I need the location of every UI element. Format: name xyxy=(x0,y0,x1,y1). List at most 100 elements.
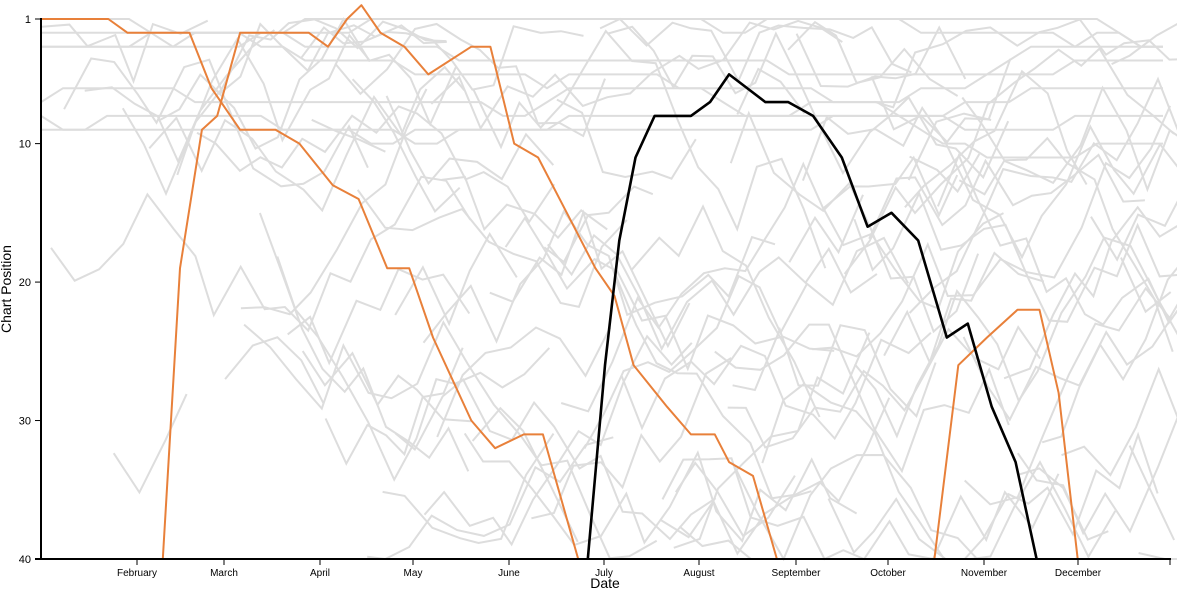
background-series-line xyxy=(531,357,732,520)
background-series-line xyxy=(727,325,1041,449)
background-series-line xyxy=(41,31,1163,159)
background-series-line xyxy=(1003,205,1177,380)
background-series-line xyxy=(788,194,864,263)
background-series-line xyxy=(351,78,461,214)
background-series-line xyxy=(463,432,858,547)
background-series-line xyxy=(560,155,959,413)
x-tick-label: February xyxy=(117,568,157,579)
background-series-line xyxy=(436,326,612,438)
background-series-line xyxy=(1041,266,1177,444)
x-tick-label: October xyxy=(870,568,906,579)
background-series-line xyxy=(854,236,1177,439)
background-series-line xyxy=(196,105,556,224)
highlighted-series-orange xyxy=(41,18,213,89)
background-series-line xyxy=(607,25,1010,180)
background-series-line xyxy=(556,98,697,180)
background-series-line xyxy=(158,22,447,122)
highlighted-series-group xyxy=(41,4,1079,560)
background-series-line xyxy=(868,153,1145,240)
highlighted-series-orange xyxy=(161,4,778,560)
background-series-line xyxy=(543,185,654,264)
background-series-line xyxy=(40,87,1163,131)
background-series-line xyxy=(382,433,555,545)
background-series-group xyxy=(40,17,1177,562)
background-series-line xyxy=(148,65,466,213)
background-series-line xyxy=(736,67,806,115)
background-series-line xyxy=(301,350,472,423)
y-tick-label: 30 xyxy=(19,416,31,428)
x-axis-title: Date xyxy=(590,575,620,590)
x-tick-label: November xyxy=(961,568,1008,579)
background-series-line xyxy=(853,190,1177,323)
background-series-line xyxy=(583,236,909,449)
background-series-line xyxy=(1061,366,1177,477)
background-series-line xyxy=(84,29,276,164)
background-series-line xyxy=(883,251,1045,366)
x-tick-label: May xyxy=(404,568,423,579)
background-series-line xyxy=(423,334,693,547)
background-series-line xyxy=(1120,257,1172,314)
background-series-line xyxy=(961,85,1177,193)
highlighted-series-orange xyxy=(210,87,580,560)
x-tick-label: June xyxy=(498,568,520,579)
background-series-line xyxy=(243,320,658,560)
background-series-line xyxy=(1017,467,1109,541)
background-series-line xyxy=(962,316,1173,422)
x-tick-label: March xyxy=(210,568,238,579)
background-series-line xyxy=(907,112,992,181)
y-tick-label: 10 xyxy=(19,139,31,151)
background-series-line xyxy=(224,336,325,405)
background-series-line xyxy=(112,393,188,495)
y-tick-label: 40 xyxy=(19,554,31,566)
background-series-line xyxy=(795,25,967,88)
x-tick-label: September xyxy=(772,568,822,579)
background-series-line xyxy=(812,105,1172,358)
highlighted-series-black xyxy=(586,73,1038,560)
background-series-line xyxy=(661,457,1060,561)
background-series-line xyxy=(821,206,1004,310)
background-series-line xyxy=(660,490,812,556)
background-series-line xyxy=(324,347,464,466)
background-series-line xyxy=(674,461,796,538)
background-series-line xyxy=(356,189,628,308)
background-series-line xyxy=(441,175,608,240)
background-series-line xyxy=(1016,416,1177,536)
background-series-line xyxy=(1090,200,1177,262)
background-series-line xyxy=(870,58,1012,144)
x-tick-label: April xyxy=(310,568,330,579)
y-tick-label: 20 xyxy=(19,277,31,289)
background-series-line xyxy=(472,29,827,269)
background-series-line xyxy=(311,118,386,153)
highlighted-series-orange xyxy=(933,308,1079,560)
background-series-line xyxy=(611,267,891,503)
background-series-line xyxy=(394,232,518,327)
axes-group: 1 10 20 30 40 February March April May June July Au… xyxy=(0,14,1171,590)
x-tick-label: July xyxy=(595,568,613,579)
background-series-line xyxy=(489,209,691,349)
background-series-line xyxy=(1128,445,1176,541)
background-series-line xyxy=(714,323,1010,474)
background-series-line xyxy=(276,256,551,482)
background-series-line xyxy=(630,204,821,418)
background-series-line xyxy=(367,436,614,561)
background-series-line xyxy=(240,88,428,316)
background-series-line xyxy=(958,136,1174,353)
background-series-line xyxy=(40,87,1163,145)
background-series-line xyxy=(422,209,776,344)
background-series-line xyxy=(63,57,369,188)
y-tick-label: 1 xyxy=(25,14,31,26)
background-series-line xyxy=(430,19,843,131)
background-series-line xyxy=(394,378,717,541)
background-series-line xyxy=(904,69,1088,208)
background-series-line xyxy=(385,95,555,186)
x-tick-label: December xyxy=(1055,568,1102,579)
background-series-line xyxy=(599,17,912,84)
background-series-line xyxy=(287,267,471,366)
background-series-line xyxy=(547,233,878,352)
background-series-line xyxy=(843,47,1175,275)
y-axis-title: Chart Position xyxy=(0,245,14,333)
x-tick-label: August xyxy=(683,568,714,579)
background-series-line xyxy=(121,33,371,197)
